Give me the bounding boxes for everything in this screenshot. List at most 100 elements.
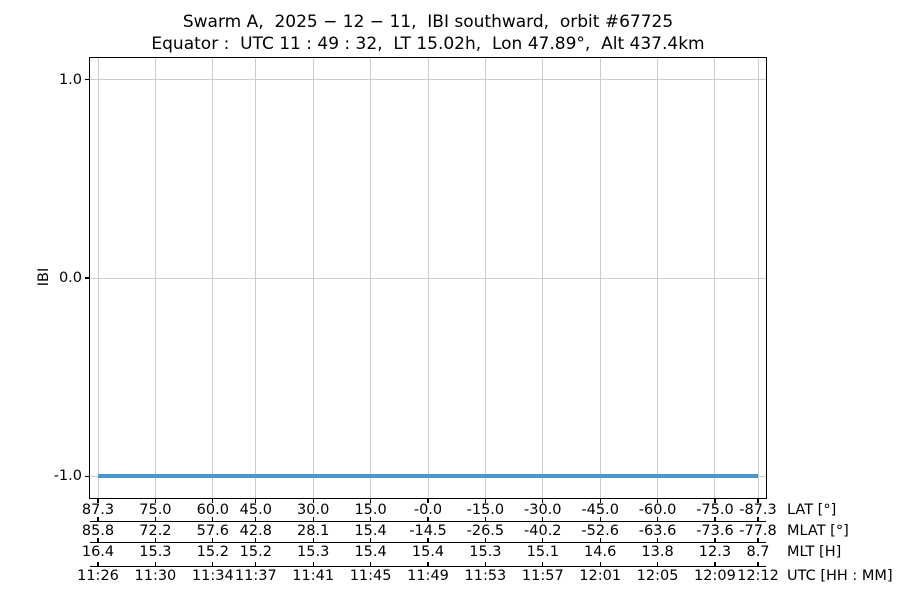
x-tick-mark [312,499,314,504]
sub-axis-tick-mark [484,562,486,566]
x-tick-mark [154,499,156,504]
sub-axis-tick-mark [484,538,486,542]
x-tick-value: 11:30 [134,567,177,584]
x-tick-value: 15.2 [239,543,272,560]
x-tick-value: -77.8 [739,523,777,539]
x-tick-value: -60.0 [638,502,677,518]
x-tick-value: 12:01 [579,567,622,584]
x-tick-value: -26.5 [466,523,505,539]
sub-axis-tick-mark [312,538,314,542]
x-axis-row-label: LAT [°] [787,502,837,518]
x-tick-value: 15.3 [139,543,172,560]
x-tick-value: 60.0 [196,502,229,518]
x-tick-value: 11:26 [77,567,119,584]
sub-axis-tick-mark [757,538,759,542]
x-tick-mark [484,499,486,504]
sub-axis-tick-mark [542,538,544,542]
x-tick-value: 8.7 [746,543,770,560]
x-tick-value: -45.0 [581,502,619,518]
sub-axis-tick-mark [212,538,214,542]
sub-axis-line [90,521,766,523]
y-tick-label: 1.0 [58,71,82,88]
x-tick-value: -40.2 [524,523,562,539]
sub-axis-tick-mark [427,517,429,521]
x-tick-mark [656,499,659,504]
x-tick-value: 15.1 [526,543,559,560]
x-tick-value: 15.4 [354,543,387,560]
x-tick-value: 11:45 [349,567,392,584]
sub-axis-tick-mark [714,538,716,542]
x-tick-value: 30.0 [297,502,330,518]
y-tick-mark [84,79,89,81]
x-tick-value: -52.6 [581,523,619,539]
x-tick-value: 28.1 [297,523,330,539]
x-tick-value: 11:57 [521,567,564,584]
x-tick-value: 15.3 [297,543,330,560]
y-tick-mark [84,277,89,279]
sub-axis-line [90,542,766,544]
x-tick-mark [255,499,257,504]
x-tick-value: -30.0 [524,502,562,518]
sub-axis-tick-mark [714,562,716,566]
x-tick-value: -73.6 [696,523,734,539]
x-tick-value: 72.2 [139,523,172,539]
x-tick-value: 15.4 [354,523,387,539]
x-tick-value: -0.0 [413,502,443,518]
sub-axis-tick-mark [370,562,372,566]
sub-axis-tick-mark [154,562,156,566]
sub-axis-tick-mark [370,538,372,542]
x-tick-value: 16.4 [81,543,115,560]
x-tick-mark [97,499,99,504]
sub-axis-tick-mark [370,517,372,521]
x-tick-value: 11:53 [464,567,507,584]
x-tick-value: -14.5 [409,523,447,539]
x-tick-value: 85.8 [81,523,115,539]
x-tick-value: 87.3 [81,502,115,518]
x-tick-mark [542,499,544,504]
x-tick-value: 15.0 [354,502,387,518]
x-tick-value: 11:34 [191,567,234,584]
sub-axis-tick-mark [599,517,601,521]
sub-axis-tick-mark [154,517,156,521]
sub-axis-tick-mark [312,517,314,521]
x-tick-value: 57.6 [196,523,229,539]
chart-title-line1: Swarm A, 2025 − 12 − 11, IBI southward, … [182,12,674,32]
x-tick-value: 15.3 [469,543,502,560]
x-axis-row-label: MLAT [°] [787,523,849,539]
sub-axis-tick-mark [542,517,544,521]
x-tick-mark [212,499,214,504]
x-tick-value: 12:09 [694,567,736,584]
x-tick-value: 42.8 [239,523,272,539]
sub-axis-tick-mark [656,538,659,542]
y-tick-label: 0.0 [58,270,82,286]
sub-axis-tick-mark [656,517,659,521]
sub-axis-tick-mark [255,562,257,566]
sub-axis-tick-mark [97,517,99,521]
x-tick-mark [599,499,601,504]
sub-axis-tick-mark [212,517,214,521]
x-tick-value: 11:41 [292,567,335,584]
y-gridline [90,277,766,279]
x-tick-value: -87.3 [739,502,777,518]
sub-axis-tick-mark [97,562,99,566]
x-tick-value: 12:05 [636,567,679,584]
x-axis-row-label: UTC [HH : MM] [787,567,893,584]
sub-axis-tick-mark [154,538,156,542]
sub-axis-tick-mark [599,538,601,542]
x-tick-value: 14.6 [584,543,617,560]
x-tick-value: 15.2 [196,543,229,560]
ibi-series-line [98,474,758,478]
sub-axis-tick-mark [212,562,214,566]
sub-axis-line [90,566,766,568]
x-tick-value: 75.0 [139,502,172,518]
y-tick-mark [84,475,89,477]
x-tick-value: 11:49 [407,567,449,584]
x-tick-value: -75.0 [696,502,734,518]
x-tick-value: 45.0 [239,502,272,518]
sub-axis-tick-mark [599,562,601,566]
x-tick-value: 12:12 [737,567,779,584]
sub-axis-tick-mark [255,538,257,542]
plot-area [90,58,766,498]
y-tick-label: -1.0 [53,468,82,485]
x-tick-value: -15.0 [466,502,505,518]
